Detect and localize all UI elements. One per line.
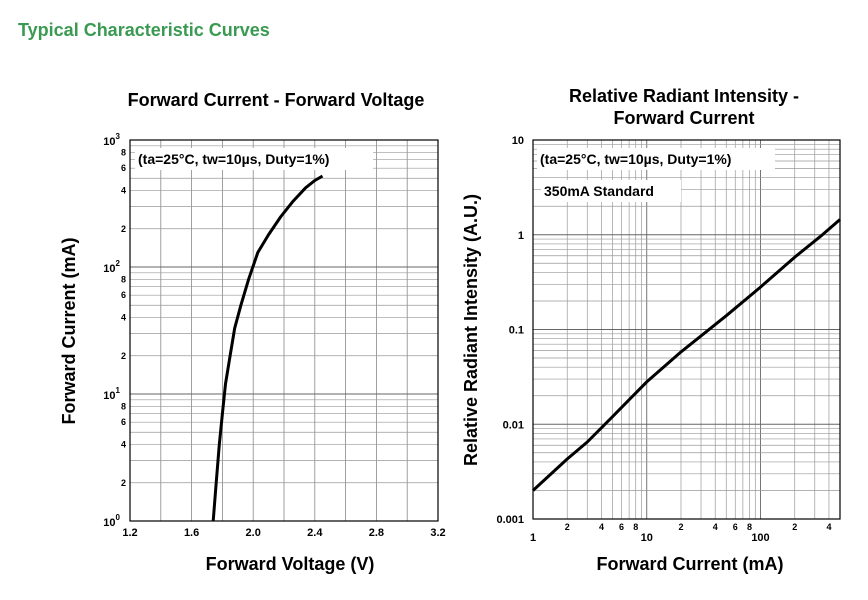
x-tick-label: 2.4: [307, 527, 323, 539]
annotation-background: [541, 180, 681, 202]
y-minor-tick-label: 6: [121, 290, 126, 300]
x-minor-tick-label: 8: [633, 522, 638, 532]
annotation-background: [135, 148, 373, 170]
x-axis-label: Forward Current (mA): [596, 554, 783, 574]
y-tick-label: 101: [103, 386, 120, 402]
y-minor-tick-label: 4: [121, 440, 126, 450]
x-tick-label: 10: [641, 532, 653, 544]
y-minor-tick-label: 8: [121, 274, 126, 284]
x-minor-tick-label: 4: [826, 522, 831, 532]
y-tick-label: 1: [518, 230, 524, 242]
plot-frame: [532, 139, 841, 520]
annotation-background: [537, 148, 775, 170]
y-tick-label: 0.001: [496, 514, 524, 526]
y-axis-label: Relative Radiant Intensity (A.U.): [461, 194, 481, 466]
y-tick-label: 100: [103, 513, 120, 529]
y-axis-label: Forward Current (mA): [59, 237, 79, 424]
x-minor-tick-label: 6: [733, 522, 738, 532]
y-minor-tick-label: 8: [121, 147, 126, 157]
chart-title: Forward Current - Forward Voltage: [128, 90, 425, 110]
x-tick-label: 1.6: [184, 527, 199, 539]
x-axis-label: Forward Voltage (V): [206, 554, 375, 574]
y-tick-label: 102: [103, 259, 120, 275]
y-minor-tick-label: 6: [121, 163, 126, 173]
test-conditions-annotation: (ta=25°C, tw=10µs, Duty=1%): [540, 151, 731, 167]
x-tick-label: 100: [751, 532, 769, 544]
test-conditions-annotation: (ta=25°C, tw=10µs, Duty=1%): [138, 151, 329, 167]
y-minor-tick-label: 6: [121, 417, 126, 427]
x-tick-label: 2.8: [369, 527, 384, 539]
chart-title-line: Forward Current: [613, 108, 754, 128]
x-minor-tick-label: 2: [565, 522, 570, 532]
chart-title-line: Relative Radiant Intensity -: [569, 86, 799, 106]
x-minor-tick-label: 6: [619, 522, 624, 532]
standard-current-annotation: 350mA Standard: [544, 183, 654, 199]
x-tick-label: 3.2: [430, 527, 445, 539]
y-minor-tick-label: 2: [121, 351, 126, 361]
intensity-curve: [531, 218, 841, 492]
y-minor-tick-label: 2: [121, 478, 126, 488]
x-minor-tick-label: 4: [713, 522, 718, 532]
x-minor-tick-label: 2: [678, 522, 683, 532]
y-tick-label: 103: [103, 132, 120, 148]
x-minor-tick-label: 2: [792, 522, 797, 532]
x-tick-label: 2.0: [246, 527, 261, 539]
x-minor-tick-label: 8: [747, 522, 752, 532]
section-title: Typical Characteristic Curves: [18, 20, 270, 40]
y-minor-tick-label: 2: [121, 224, 126, 234]
y-minor-tick-label: 8: [121, 401, 126, 411]
x-tick-label: 1: [530, 532, 536, 544]
y-tick-label: 0.1: [509, 325, 524, 337]
y-minor-tick-label: 4: [121, 313, 126, 323]
y-tick-label: 10: [512, 135, 524, 147]
x-tick-label: 1.2: [122, 527, 137, 539]
y-minor-tick-label: 4: [121, 186, 126, 196]
y-tick-label: 0.01: [503, 419, 524, 431]
plot-frame: [129, 139, 439, 522]
x-minor-tick-label: 4: [599, 522, 604, 532]
iv-curve: [211, 174, 324, 522]
